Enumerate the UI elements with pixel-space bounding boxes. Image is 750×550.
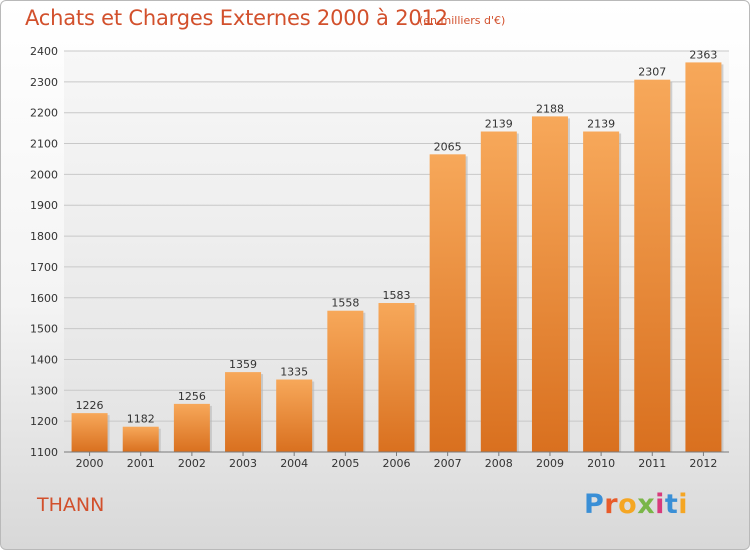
x-tick-label: 2000 <box>76 457 104 470</box>
y-tick-label: 2300 <box>30 76 58 89</box>
logo-letter: r <box>604 489 619 520</box>
bar-value-label: 2363 <box>689 48 717 61</box>
bar-value-label: 1558 <box>331 297 359 310</box>
bar <box>327 310 364 452</box>
bar <box>429 154 466 453</box>
logo-letter: P <box>584 489 605 520</box>
x-tick-label: 2004 <box>280 457 308 470</box>
bar <box>531 116 568 452</box>
y-tick-label: 2400 <box>30 45 58 58</box>
x-tick-label: 2011 <box>638 457 666 470</box>
bar-value-label: 2307 <box>638 66 666 79</box>
bar-value-label: 1335 <box>280 366 308 379</box>
x-tick-label: 2007 <box>434 457 462 470</box>
y-tick-label: 1200 <box>30 415 58 428</box>
y-tick-label: 1300 <box>30 384 58 397</box>
x-tick-label: 2005 <box>331 457 359 470</box>
bar <box>685 62 722 452</box>
y-axis-ticks: 1100 1200 1300 1400 1500 1600 1700 1800 1900 2000… <box>30 45 58 459</box>
y-tick-label: 1800 <box>30 230 58 243</box>
chart-subtitle: (en milliers d'€) <box>419 14 506 27</box>
x-tick-label: 2010 <box>587 457 615 470</box>
x-tick-label: 2001 <box>127 457 155 470</box>
bar-value-label: 1226 <box>76 399 104 412</box>
x-tick-label: 2003 <box>229 457 257 470</box>
y-tick-label: 1700 <box>30 261 58 274</box>
bar-value-label: 1359 <box>229 358 257 371</box>
y-tick-label: 1600 <box>30 292 58 305</box>
bar-value-label: 1256 <box>178 390 206 403</box>
bar <box>634 79 671 452</box>
x-tick-label: 2006 <box>383 457 411 470</box>
bar-value-label: 1182 <box>127 413 155 426</box>
logo-letter: t <box>664 489 679 520</box>
y-tick-label: 1400 <box>30 353 58 366</box>
y-tick-label: 1900 <box>30 199 58 212</box>
bar-value-label: 1583 <box>383 289 411 302</box>
bar-value-label: 2139 <box>587 118 615 131</box>
x-tick-label: 2009 <box>536 457 564 470</box>
bar <box>173 403 210 452</box>
logo-letter: o <box>618 489 638 520</box>
bar <box>378 303 415 452</box>
x-axis-ticks: 2000 2001 2002 2003 2004 2005 2006 2007 2008 2009… <box>76 452 717 470</box>
chart-title: Achats et Charges Externes 2000 à 2012 <box>25 6 448 30</box>
bar <box>225 372 262 452</box>
y-tick-label: 2200 <box>30 107 58 120</box>
city-name: THANN <box>37 494 105 516</box>
x-tick-label: 2008 <box>485 457 513 470</box>
logo-letter: i <box>655 489 665 520</box>
bar-value-label: 2139 <box>485 118 513 131</box>
y-tick-label: 2000 <box>30 168 58 181</box>
logo-letter: x <box>637 489 656 520</box>
bar <box>276 379 313 452</box>
proxiti-logo[interactable]: Proxiti <box>584 489 688 520</box>
bar <box>480 131 517 452</box>
bar <box>71 413 108 452</box>
bar-value-label: 2188 <box>536 102 564 115</box>
bar-value-label: 2065 <box>434 140 462 153</box>
x-tick-label: 2012 <box>689 457 717 470</box>
y-tick-label: 1100 <box>30 446 58 459</box>
bars: 1226 1182 1256 1359 1335 1558 1583 2065 2139 2188… <box>71 48 724 453</box>
y-tick-label: 1500 <box>30 323 58 336</box>
bar <box>583 131 620 452</box>
x-tick-label: 2002 <box>178 457 206 470</box>
bar <box>122 426 159 452</box>
y-tick-label: 2100 <box>30 138 58 151</box>
logo-letter: i <box>678 489 689 520</box>
